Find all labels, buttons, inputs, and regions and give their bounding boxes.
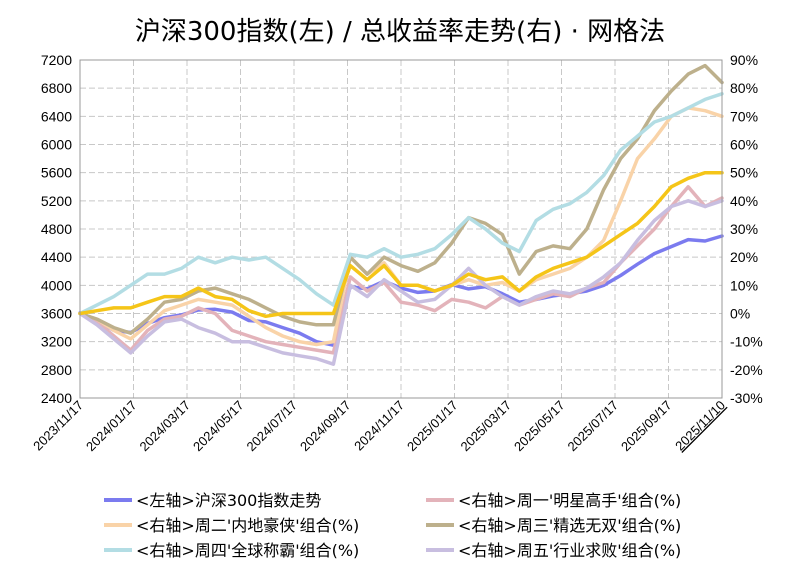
gridlines (79, 59, 723, 399)
right-tick-label: 50% (730, 165, 758, 181)
left-tick-label: 7200 (41, 52, 72, 68)
left-tick-label: 5600 (41, 165, 72, 181)
left-tick-label: 2400 (41, 390, 72, 406)
right-tick-label: -10% (730, 334, 763, 350)
series-line-3 (78, 63, 724, 335)
right-tick-label: 90% (730, 52, 758, 68)
x-tick-label: 2025/09/17 (618, 398, 675, 455)
x-tick-label: 2024/07/17 (243, 398, 300, 455)
right-tick-label: 40% (730, 193, 758, 209)
left-tick-label: 3600 (41, 306, 72, 322)
left-tick-label: 6400 (41, 108, 72, 124)
legend-label-5: <右轴>周五'行业求败'组合(%) (458, 541, 681, 560)
plot-border (79, 59, 723, 399)
right-axis-ticks: 90% 80% 70% 60% 50% 40% 30% 20% 10% 0% -10% -20% -30… (730, 52, 763, 406)
legend: <左轴>沪深300指数走势 <右轴>周一'明星高手'组合(%) <右轴>周二'内地豪… (104, 491, 681, 560)
x-tick-label: 2024/09/17 (297, 398, 354, 455)
legend-label-2: <右轴>周二'内地豪侠'组合(%) (136, 516, 359, 535)
chart-title: 沪深300指数(左) / 总收益率走势(右) · 网格法 (135, 17, 665, 47)
right-tick-label: 60% (730, 137, 758, 153)
right-tick-label: 20% (730, 249, 758, 265)
right-tick-label: 10% (730, 277, 758, 293)
x-tick-label: 2025/05/17 (511, 398, 568, 455)
x-tick-label: 2024/01/17 (83, 398, 140, 455)
right-tick-label: 80% (730, 80, 758, 96)
legend-label-1: <右轴>周一'明星高手'组合(%) (458, 491, 681, 510)
x-axis-ticks: 2023/11/172024/01/172024/03/172024/05/17… (30, 398, 728, 455)
legend-label-3: <右轴>周三'精选无双'组合(%) (458, 516, 681, 535)
right-tick-label: -30% (730, 390, 763, 406)
left-tick-label: 4000 (41, 277, 72, 293)
left-tick-label: 6000 (41, 137, 72, 153)
left-tick-label: 4400 (41, 249, 72, 265)
right-tick-label: 0% (730, 306, 750, 322)
x-tick-label: 2024/11/17 (351, 398, 407, 454)
legend-label-4: <右轴>周四'全球称霸'组合(%) (136, 541, 359, 560)
x-tick-label: 2024/03/17 (136, 398, 193, 455)
right-tick-label: 70% (730, 108, 758, 124)
plot-frame (79, 59, 723, 399)
series-line-4 (78, 92, 724, 316)
left-tick-label: 6800 (41, 80, 72, 96)
left-tick-label: 3200 (41, 334, 72, 350)
left-tick-label: 5200 (41, 193, 72, 209)
left-tick-label: 4800 (41, 221, 72, 237)
right-tick-label: 30% (730, 221, 758, 237)
x-tick-label: 2025/07/17 (564, 398, 621, 455)
left-tick-label: 2800 (41, 362, 72, 378)
x-tick-label: 2025/03/17 (457, 398, 514, 455)
x-tick-label: 2024/05/17 (190, 398, 247, 455)
series-lines (78, 63, 724, 366)
left-axis-ticks: 7200 6800 6400 6000 5600 5200 4800 4400 4000 3600… (41, 52, 72, 406)
right-tick-label: -20% (730, 362, 763, 378)
legend-label-0: <左轴>沪深300指数走势 (136, 491, 321, 510)
x-tick-label: 2025/01/17 (404, 398, 461, 455)
x-tick-label: 2025/11/10 (672, 398, 728, 454)
series-line-5 (78, 199, 724, 366)
series-line-6 (78, 170, 724, 319)
